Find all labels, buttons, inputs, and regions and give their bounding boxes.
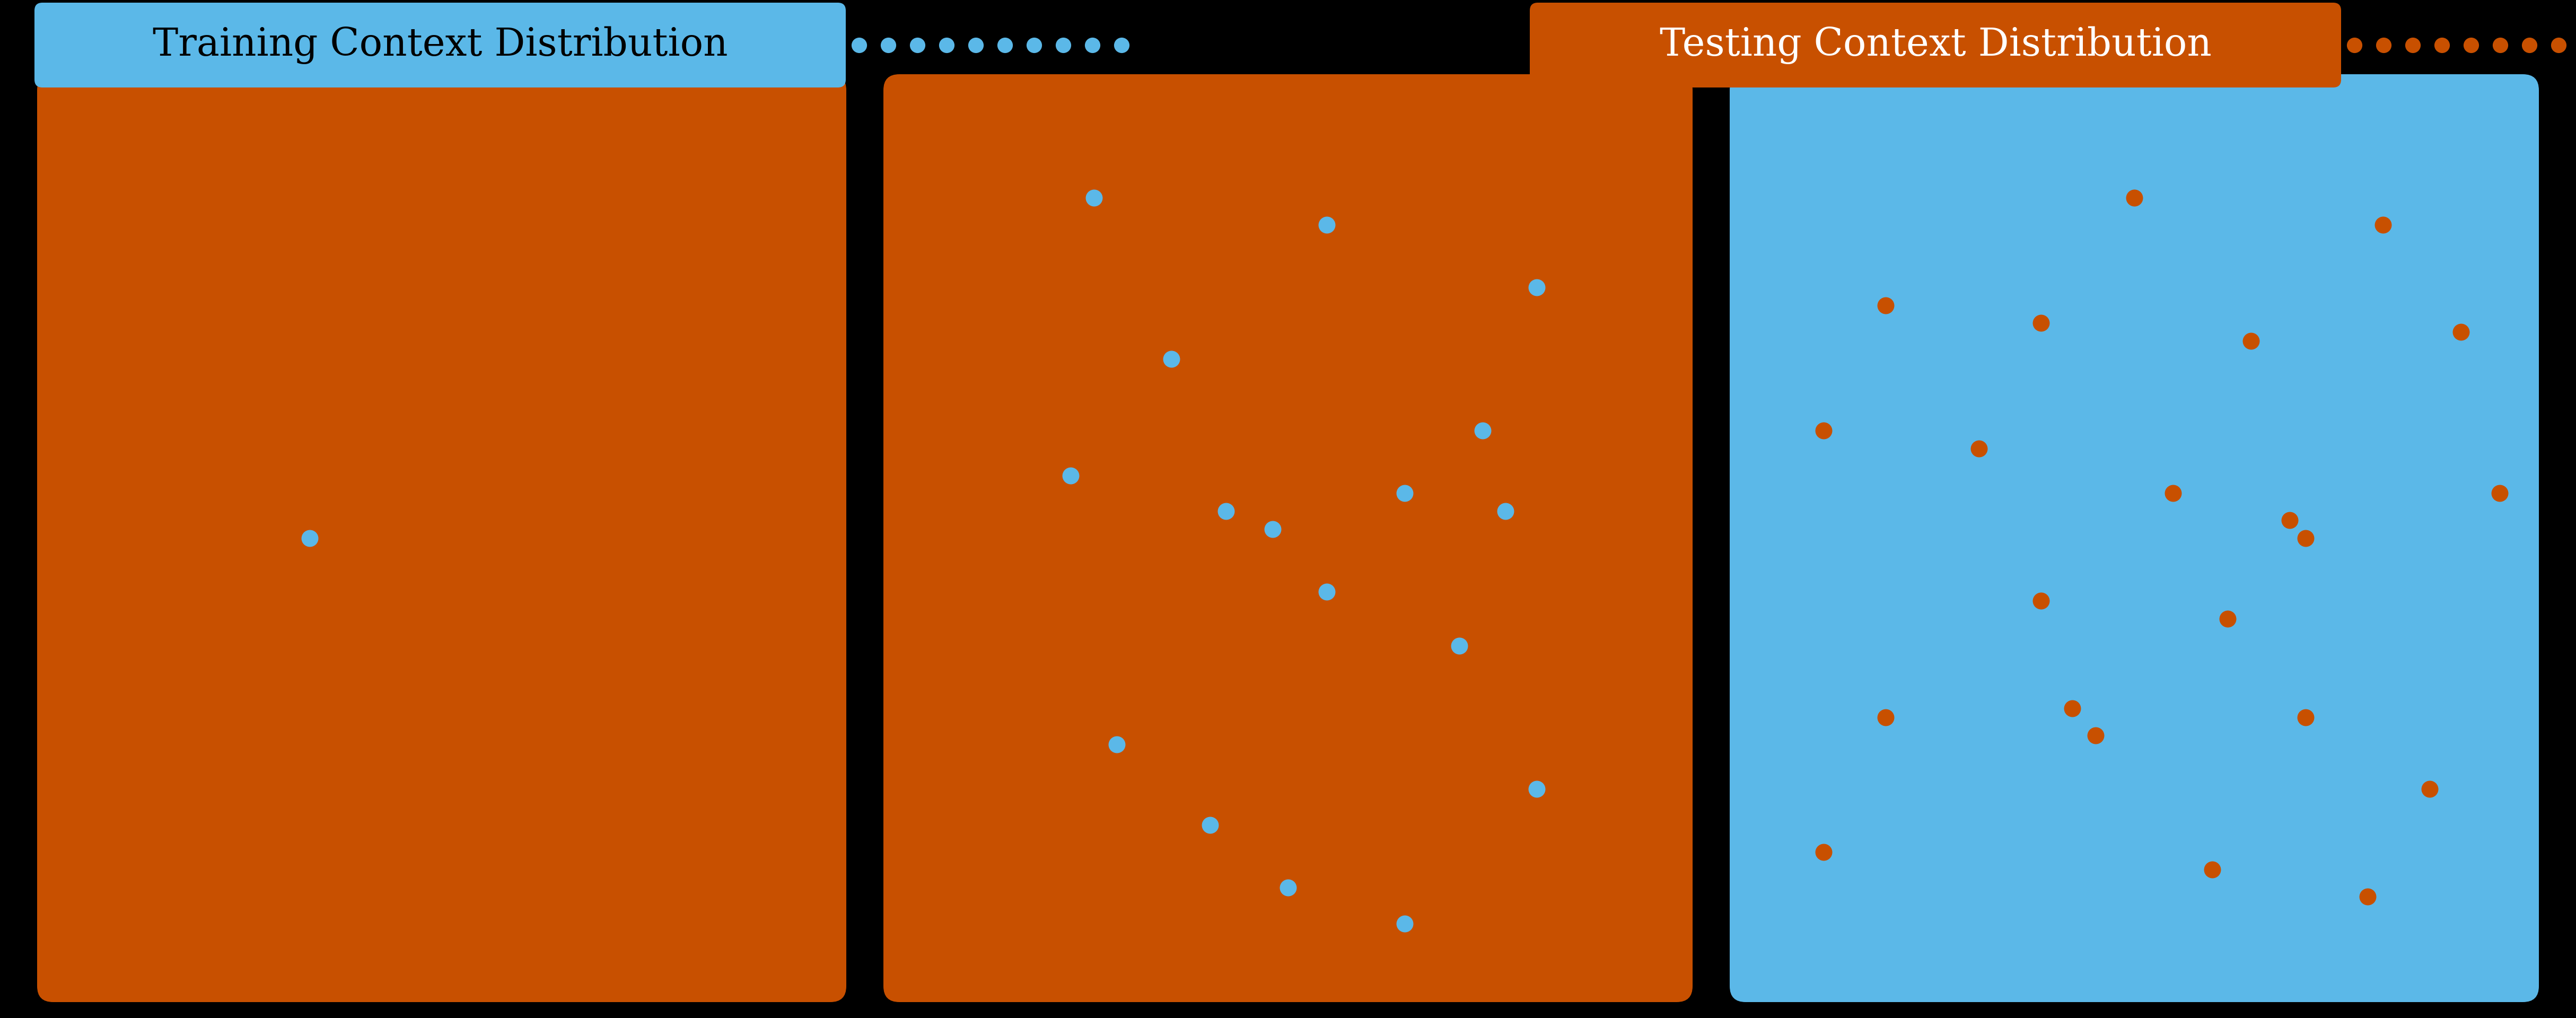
FancyBboxPatch shape [1530,3,2342,88]
FancyBboxPatch shape [884,74,1692,1002]
FancyBboxPatch shape [1728,74,2540,1002]
FancyBboxPatch shape [36,74,848,1002]
Text: Training Context Distribution: Training Context Distribution [152,26,726,64]
FancyBboxPatch shape [33,3,845,88]
Text: Testing Context Distribution: Testing Context Distribution [1659,26,2210,64]
